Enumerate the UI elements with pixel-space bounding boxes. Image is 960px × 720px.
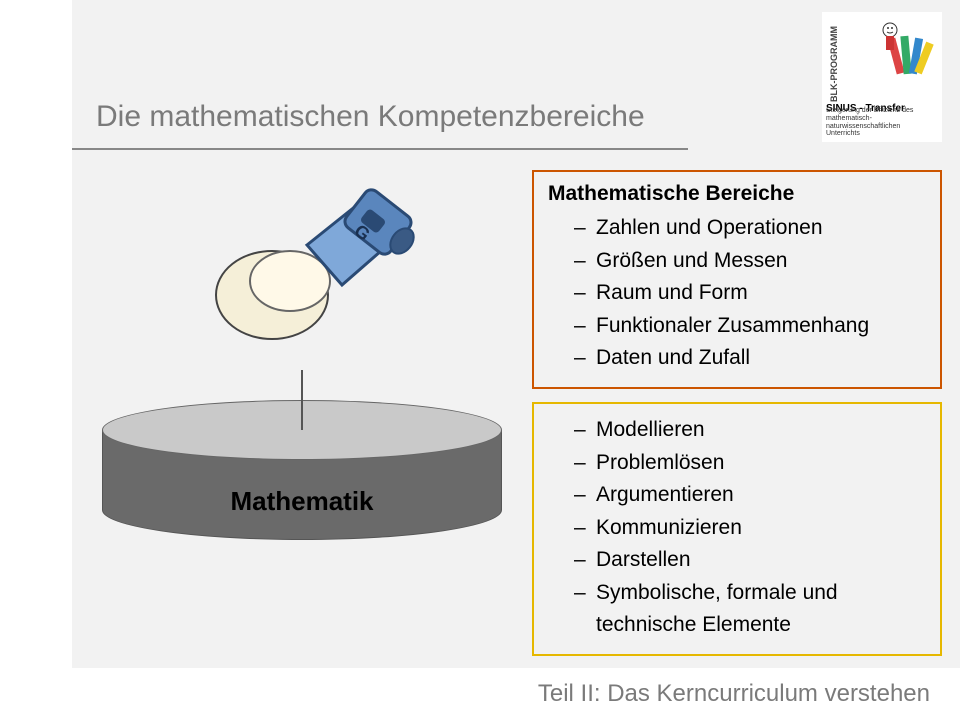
list-item: Raum und Form — [574, 277, 926, 310]
cylinder-stem — [301, 370, 303, 430]
cylinder-label: Mathematik — [102, 486, 502, 517]
flashlight-icon: G — [202, 175, 422, 375]
page-title: Die mathematischen Kompetenzbereiche — [96, 100, 645, 134]
footer-text: Teil II: Das Kerncurriculum verstehen — [72, 668, 960, 720]
list-item: Zahlen und Operationen — [574, 212, 926, 245]
list-item: Argumentieren — [574, 479, 926, 512]
list-item: Funktionaler Zusammenhang — [574, 310, 926, 343]
box1-list: Zahlen und Operationen Größen und Messen… — [548, 212, 926, 375]
list-item: Modellieren — [574, 414, 926, 447]
logo-subtitle: Steigerung der Effizienz des mathematisc… — [826, 107, 936, 138]
list-item: Symbolische, formale und technische Elem… — [574, 577, 926, 642]
list-item: Daten und Zufall — [574, 342, 926, 375]
logo-side-text: BLK-PROGRAMM — [830, 26, 840, 102]
box-competencies: Modellieren Problemlösen Argumentieren K… — [532, 402, 942, 656]
list-item: Kommunizieren — [574, 512, 926, 545]
list-item: Größen und Messen — [574, 245, 926, 278]
box-mathematical-areas: Mathematische Bereiche Zahlen und Operat… — [532, 170, 942, 389]
pencils-icon — [872, 18, 936, 82]
cylinder-graphic: Mathematik — [102, 400, 502, 540]
box2-list: Modellieren Problemlösen Argumentieren K… — [548, 414, 926, 642]
logo-box: BLK-PROGRAMM SINUS - Transfer Steigerung… — [822, 12, 942, 142]
list-item: Darstellen — [574, 544, 926, 577]
title-underline — [72, 148, 688, 150]
list-item: Problemlösen — [574, 447, 926, 480]
slide-body: BLK-PROGRAMM SINUS - Transfer Steigerung… — [72, 0, 960, 668]
box1-heading: Mathematische Bereiche — [548, 182, 926, 206]
